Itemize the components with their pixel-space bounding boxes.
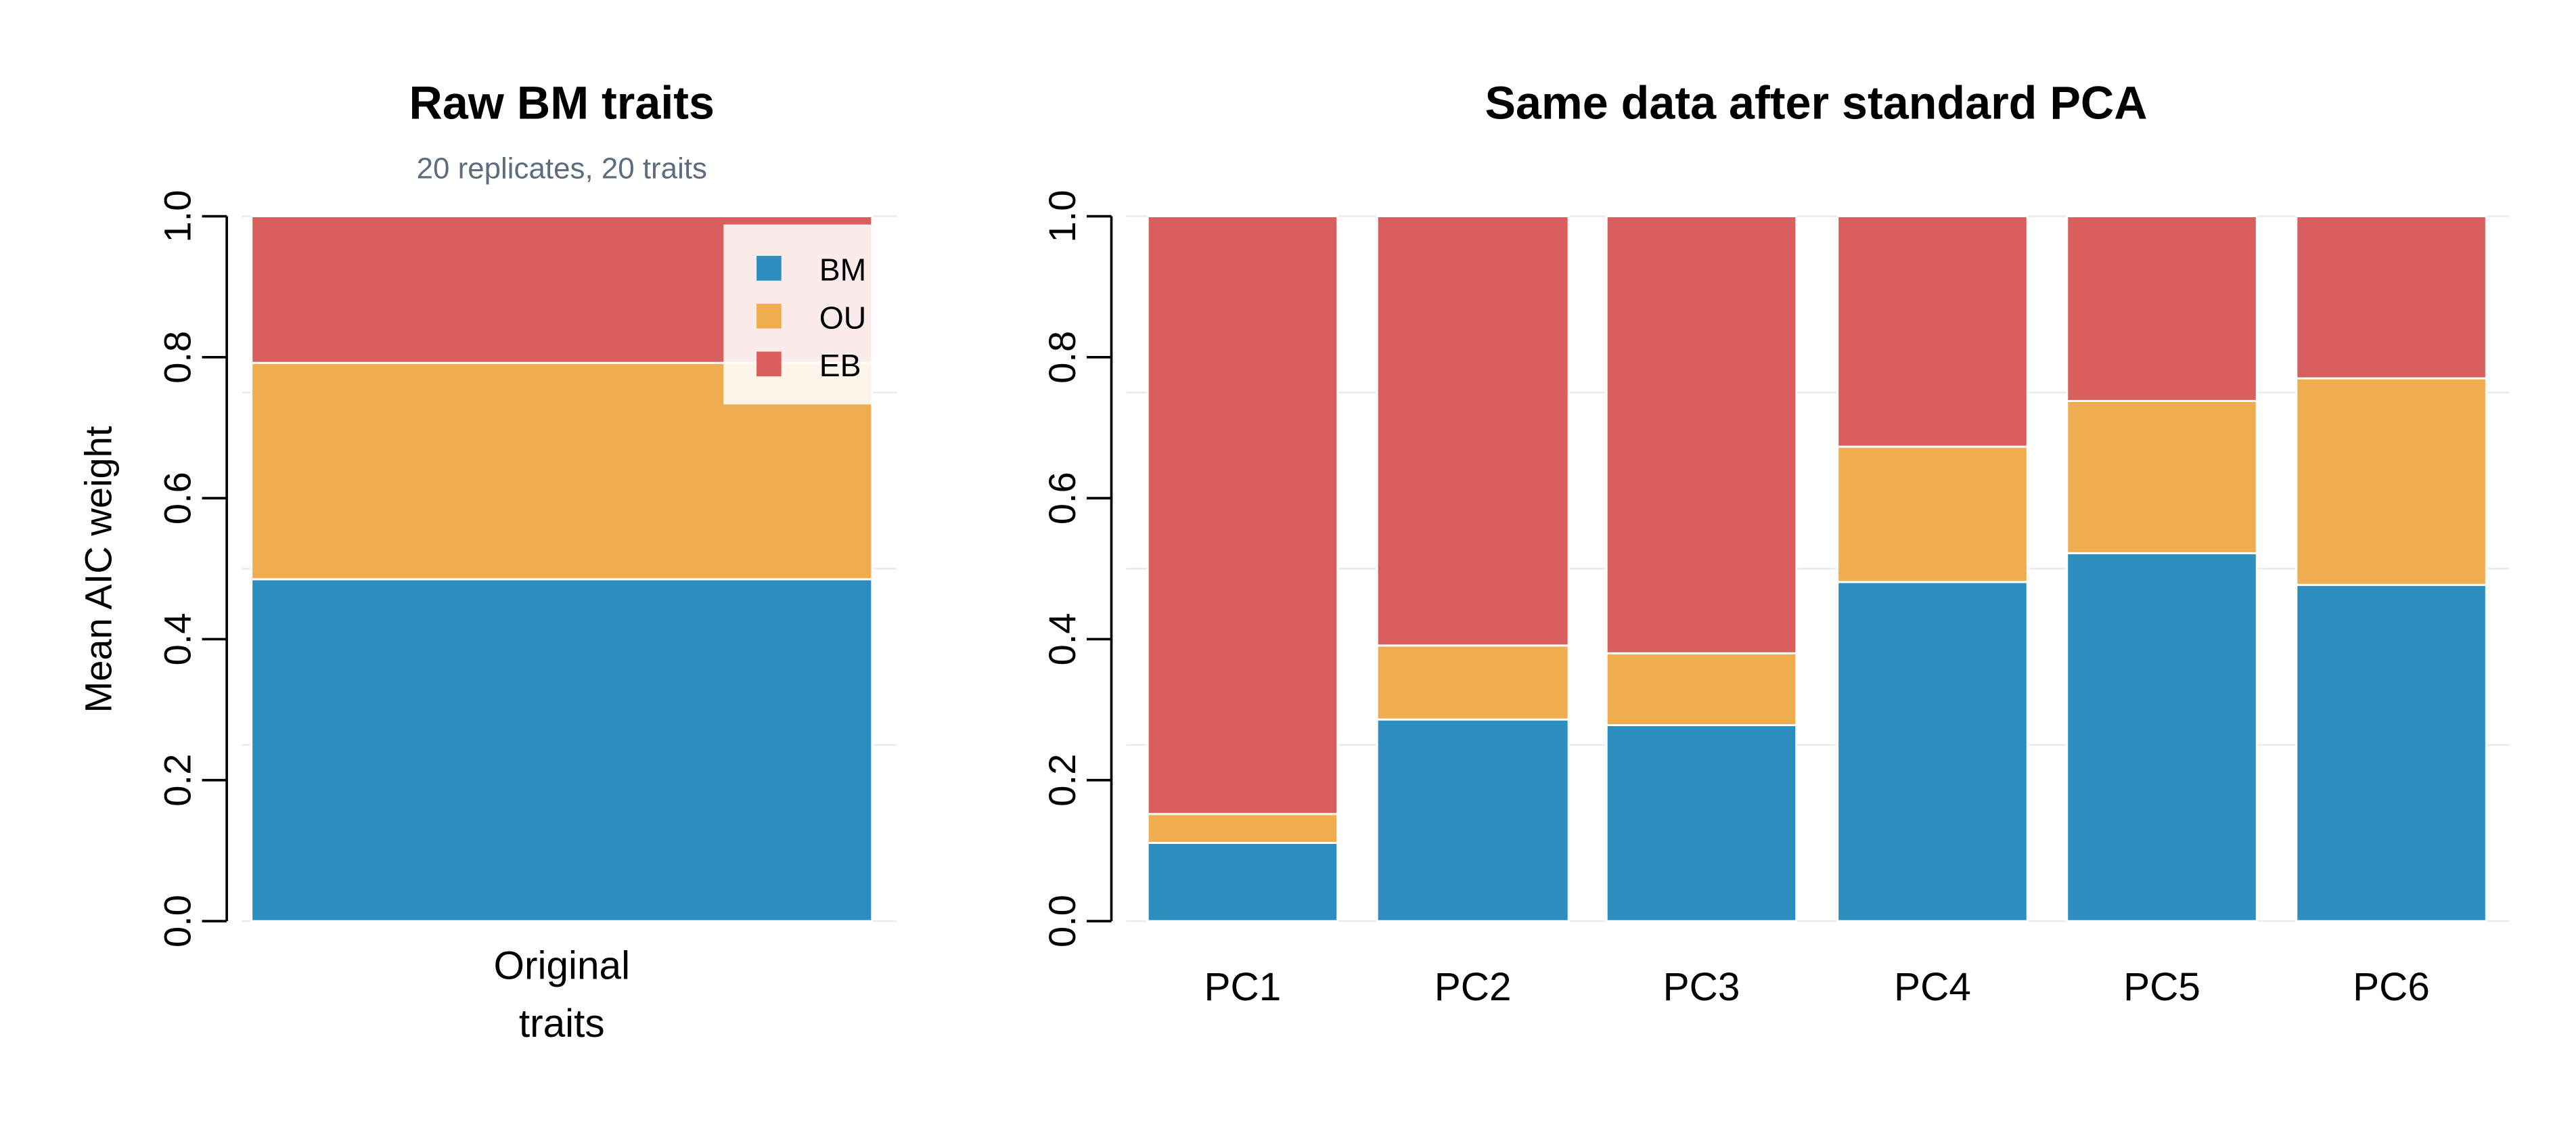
bar-bm: [2066, 552, 2258, 922]
bar-eb: [1836, 215, 2029, 448]
left-subtitle: 20 replicates, 20 traits: [417, 152, 707, 185]
bar-ou: [1836, 445, 2029, 583]
y-tick-label: 0.2: [156, 754, 198, 807]
legend-label: EB: [819, 348, 861, 383]
bar-ou: [1146, 813, 1339, 844]
x-tick-label: PC3: [1663, 965, 1740, 1009]
bar-ou: [1605, 652, 1798, 726]
bar-bm: [2295, 583, 2487, 922]
bar-ou: [1376, 644, 1570, 721]
y-tick-label: 0.6: [156, 472, 198, 524]
legend-swatch-ou: [756, 303, 782, 329]
y-tick-label: 1.0: [156, 190, 198, 243]
y-tick-label: 0.4: [1041, 612, 1083, 665]
bar-eb: [1376, 215, 1570, 647]
legend-box: [723, 224, 872, 405]
x-tick-label: Original: [493, 943, 630, 987]
bar-bm: [1605, 724, 1798, 922]
left-title: Raw BM traits: [409, 78, 715, 129]
bar-bm: [1836, 581, 2029, 922]
legend-swatch-eb: [756, 351, 782, 377]
x-tick-label: PC6: [2353, 965, 2430, 1009]
bar-ou: [2066, 399, 2258, 554]
legend-label: OU: [819, 300, 867, 335]
x-tick-label: PC4: [1894, 965, 1971, 1009]
y-tick-label: 0.6: [1041, 472, 1083, 524]
y-tick-label: 0.8: [1041, 331, 1083, 384]
bar-eb: [1605, 215, 1798, 654]
right-panel: PC1 PC2 PC3 PC4 PC5 PC6 0.0 0.2 0.4 0.6 0.8 1.0: [1041, 190, 2510, 1009]
right-title: Same data after standard PCA: [1485, 78, 2148, 129]
y-tick-label: 1.0: [1041, 190, 1083, 243]
bar-eb: [1146, 215, 1339, 816]
bar-eb: [2066, 215, 2258, 402]
bar-bm: [1146, 841, 1339, 922]
y-tick-label: 0.0: [1041, 895, 1083, 947]
bar-bm: [250, 578, 874, 922]
bar-bm: [1376, 718, 1570, 922]
y-tick-label: 0.2: [1041, 754, 1083, 807]
bar-eb: [2295, 215, 2487, 380]
x-tick-label: PC1: [1204, 965, 1282, 1009]
x-tick-label: traits: [519, 1002, 605, 1046]
y-tick-label: 0.4: [156, 612, 198, 665]
x-tick-label: PC2: [1434, 965, 1512, 1009]
y-tick-label: 0.8: [156, 331, 198, 384]
bar-ou: [2295, 377, 2487, 586]
y-axis-label: Mean AIC weight: [76, 426, 119, 713]
legend: BM OU EB: [723, 224, 872, 405]
x-tick-label: PC5: [2123, 965, 2200, 1009]
legend-label: BM: [819, 252, 867, 288]
y-tick-label: 0.0: [156, 895, 198, 947]
legend-swatch-bm: [756, 256, 782, 281]
